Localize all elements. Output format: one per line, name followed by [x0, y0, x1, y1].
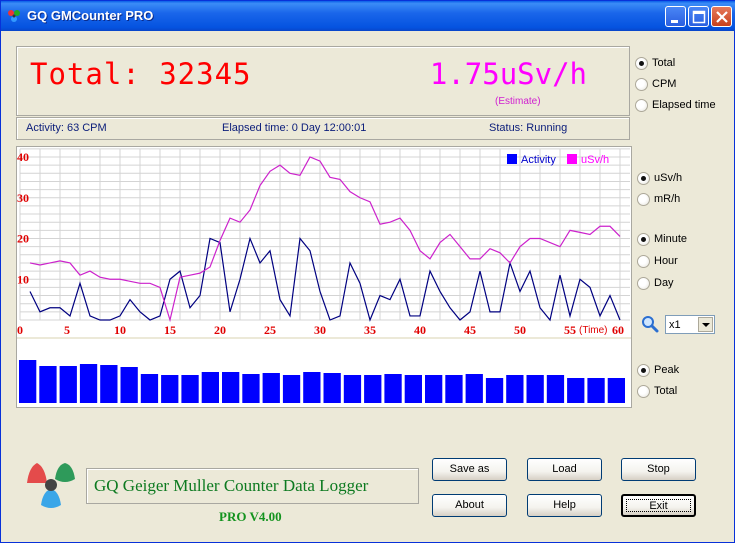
svg-text:35: 35: [364, 323, 376, 337]
svg-text:10: 10: [114, 323, 126, 337]
svg-text:40: 40: [17, 150, 29, 164]
svg-text:Activity: Activity: [521, 154, 556, 166]
load-button[interactable]: Load: [527, 458, 602, 481]
svg-text:50: 50: [514, 323, 526, 337]
svg-text:25: 25: [264, 323, 276, 337]
activity-status: Activity: 63 CPM: [26, 122, 107, 134]
radio-elapsed-time[interactable]: Elapsed time: [635, 99, 716, 120]
radio-dot[interactable]: [637, 255, 650, 268]
radio-dot[interactable]: [637, 172, 650, 185]
svg-text:45: 45: [464, 323, 476, 337]
radio-day[interactable]: Day: [637, 277, 687, 299]
svg-text:40: 40: [414, 323, 426, 337]
unit-group: uSv/h mR/h: [637, 172, 682, 214]
status-bar: Activity: 63 CPM Elapsed time: 0 Day 12:…: [16, 117, 630, 140]
chart-panel: 10 20 30 40 0 5 10 15 20 25 30 35 40 45 50 55 (Time) 60 Ac…: [16, 146, 632, 408]
help-button[interactable]: Help: [527, 494, 602, 517]
radio-dot[interactable]: [637, 385, 650, 398]
radio-minute[interactable]: Minute: [637, 233, 687, 255]
dose-rate: 1.75uSv/h: [429, 57, 587, 91]
version-label: PRO V4.00: [219, 509, 282, 524]
magnifier-icon: [642, 316, 659, 333]
chevron-down-icon[interactable]: [698, 317, 713, 332]
radio-hour[interactable]: Hour: [637, 255, 687, 277]
svg-text:30: 30: [314, 323, 326, 337]
stop-button[interactable]: Stop: [621, 458, 696, 481]
radio-dot[interactable]: [637, 193, 650, 206]
svg-text:uSv/h: uSv/h: [581, 154, 609, 166]
about-button[interactable]: About: [432, 494, 507, 517]
maximize-button[interactable]: [688, 6, 709, 27]
radio-dot[interactable]: [637, 277, 650, 290]
running-status: Status: Running: [489, 122, 568, 134]
radio-cpm[interactable]: CPM: [635, 78, 716, 99]
estimate-note: (Estimate): [495, 96, 541, 107]
radio-peak[interactable]: Peak: [637, 364, 679, 385]
radio-dot[interactable]: [637, 233, 650, 246]
total-count: Total: 32345: [30, 57, 252, 91]
svg-text:55: 55: [564, 323, 576, 337]
window-title: GQ GMCounter PRO: [27, 8, 154, 23]
svg-text:20: 20: [17, 232, 29, 246]
title-bar[interactable]: GQ GMCounter PRO: [1, 1, 735, 31]
radio-dot[interactable]: [635, 78, 648, 91]
radio-bar-total[interactable]: Total: [637, 385, 679, 406]
svg-text:10: 10: [17, 272, 29, 286]
svg-text:30: 30: [17, 191, 29, 205]
svg-text:0: 0: [17, 323, 23, 337]
display-mode-group: Total CPM Elapsed time: [635, 57, 716, 120]
svg-text:20: 20: [214, 323, 226, 337]
tri-lobe-logo: [27, 463, 75, 508]
radio-usvh[interactable]: uSv/h: [637, 172, 682, 193]
svg-text:15: 15: [164, 323, 176, 337]
close-icon: [716, 11, 728, 23]
svg-text:60: 60: [612, 323, 624, 337]
readout-panel: Total: 32345 1.75uSv/h (Estimate): [16, 46, 630, 116]
svg-text:(Time): (Time): [579, 325, 608, 336]
zoom-select[interactable]: x1: [665, 315, 715, 334]
time-scale-group: Minute Hour Day: [637, 233, 687, 299]
svg-text:5: 5: [64, 323, 70, 337]
save-as-button[interactable]: Save as: [432, 458, 507, 481]
radio-total[interactable]: Total: [635, 57, 716, 78]
exit-button[interactable]: Exit: [621, 494, 696, 517]
radio-dot[interactable]: [637, 364, 650, 377]
radio-dot[interactable]: [635, 57, 648, 70]
brand-name: GQ Geiger Muller Counter Data Logger: [94, 476, 369, 495]
minimize-icon: [671, 20, 678, 23]
radio-dot[interactable]: [635, 99, 648, 112]
close-button[interactable]: [711, 6, 732, 27]
radio-mrh[interactable]: mR/h: [637, 193, 682, 214]
maximize-icon: [692, 10, 706, 24]
brand-box: GQ Geiger Muller Counter Data Logger: [86, 468, 419, 504]
bar-mode-group: Peak Total: [637, 364, 679, 406]
app-icon: [8, 10, 20, 22]
elapsed-status: Elapsed time: 0 Day 12:00:01: [222, 122, 367, 134]
minimize-button[interactable]: [665, 6, 686, 27]
zoom-value: x1: [669, 319, 681, 331]
zoom-control: x1: [641, 314, 721, 334]
activity-dose-chart: 10 20 30 40 0 5 10 15 20 25 30 35 40 45 50 55 (Time) 60 Ac…: [17, 148, 631, 403]
